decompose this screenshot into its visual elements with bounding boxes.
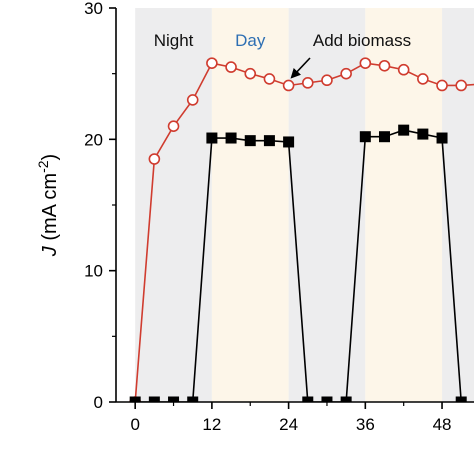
x-tick-label: 0 xyxy=(130,415,139,434)
square-series-point xyxy=(417,128,429,140)
square-series-point xyxy=(187,396,199,402)
x-tick-label: 12 xyxy=(202,415,221,434)
circle-series-point xyxy=(378,59,391,72)
circle-series-point xyxy=(206,57,218,69)
square-series-point xyxy=(398,124,410,136)
circle-series-point xyxy=(186,94,199,106)
x-tick-label: 48 xyxy=(433,415,452,434)
y-axis-unit: (mA cm xyxy=(39,173,61,246)
circle-series-point xyxy=(340,67,352,80)
y-tick-label: 20 xyxy=(84,130,103,149)
series-layer xyxy=(129,57,474,402)
circle-series-point xyxy=(244,67,257,80)
square-series-point xyxy=(340,396,352,402)
square-series-point xyxy=(168,396,180,402)
band-label-night: Night xyxy=(154,31,194,50)
circle-series-point xyxy=(359,57,372,69)
square-series-point xyxy=(129,396,141,402)
night-band xyxy=(288,8,366,402)
circle-series-point xyxy=(301,77,314,89)
axes: 0 12 24 36 48 0 10 20 30 xyxy=(84,0,474,434)
x-tick-label: 36 xyxy=(356,415,375,434)
annotation-arrow xyxy=(290,57,311,79)
circle-series-point xyxy=(321,74,333,87)
circle-series-point xyxy=(417,73,429,85)
square-series-point xyxy=(244,135,256,147)
circle-series-point xyxy=(455,79,468,92)
circle-series-point xyxy=(436,79,448,92)
circle-series-point xyxy=(282,79,295,92)
y-axis-symbol: J xyxy=(39,245,61,257)
circle-series-point xyxy=(167,120,180,132)
circle-series-point xyxy=(263,73,276,85)
square-series-point xyxy=(321,396,333,402)
y-tick-label: 30 xyxy=(84,0,103,18)
square-series-point xyxy=(359,131,371,143)
circle-series-point xyxy=(397,63,410,76)
y-tick-label: 0 xyxy=(94,393,103,412)
square-series-point xyxy=(379,131,390,143)
square-series-point xyxy=(302,396,314,402)
square-series-point xyxy=(148,396,160,402)
y-tick-label: 10 xyxy=(84,262,103,281)
square-series-point xyxy=(225,132,237,144)
background-bands xyxy=(135,8,474,402)
x-tick-label: 24 xyxy=(279,415,298,434)
circle-series-point xyxy=(148,153,161,165)
circle-series-point xyxy=(225,61,237,73)
square-series-point xyxy=(455,396,467,402)
square-series-point xyxy=(436,132,448,144)
y-axis-title: J (mA cm-2) xyxy=(35,154,61,257)
night-band xyxy=(135,8,212,402)
square-series-point xyxy=(206,132,218,144)
chart-labels: Night Day Add biomass J (mA cm-2) xyxy=(35,31,411,257)
y-axis-unit-close: ) xyxy=(39,154,61,161)
y-axis-unit-exponent: -2 xyxy=(35,160,51,173)
square-series-point xyxy=(263,135,275,147)
day-band xyxy=(211,8,289,402)
band-label-day: Day xyxy=(235,31,266,50)
square-series-point xyxy=(283,136,295,148)
annotation-label: Add biomass xyxy=(313,31,411,50)
